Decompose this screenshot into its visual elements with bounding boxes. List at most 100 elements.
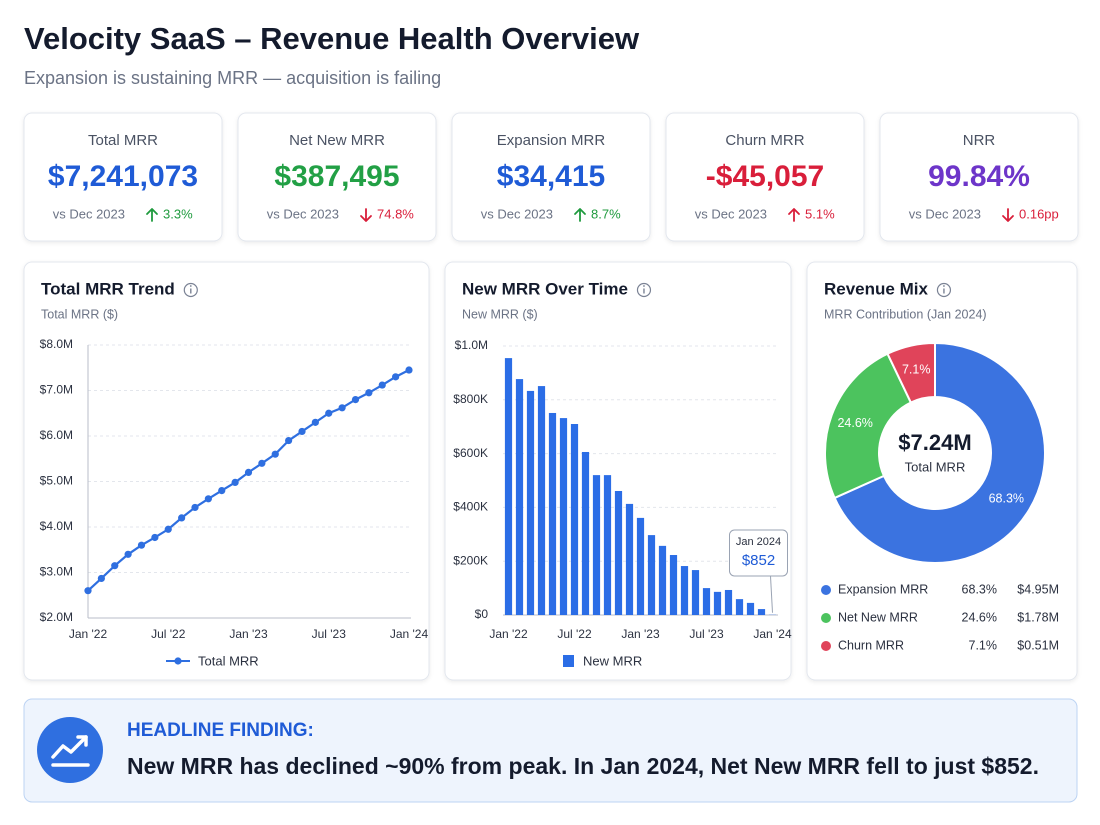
bar <box>647 535 656 615</box>
kpi-label: Net New MRR <box>289 132 385 149</box>
info-icon <box>936 282 952 298</box>
point <box>137 541 146 549</box>
annotation-title: Jan 2024 <box>736 536 781 548</box>
point <box>124 550 132 558</box>
kpi-card <box>237 112 437 242</box>
bar <box>592 475 601 615</box>
point <box>285 436 293 445</box>
change-arrow <box>1002 208 1014 222</box>
info-icon <box>636 282 652 298</box>
point <box>164 525 172 533</box>
chart-title: Revenue Mix <box>824 279 928 298</box>
chart-subtitle: New MRR ($) <box>462 307 538 321</box>
kpi-card <box>665 112 865 242</box>
chart-panel <box>444 261 792 681</box>
finding-text: New MRR has declined ~90% from peak. In … <box>127 753 1039 779</box>
kpi-label: NRR <box>963 132 996 149</box>
legend-percent: 7.1% <box>969 638 998 652</box>
point <box>325 409 333 417</box>
kpi-change: 3.3% <box>163 206 193 221</box>
point <box>258 459 266 467</box>
bar <box>691 570 700 615</box>
bar <box>559 418 568 615</box>
legend-label: New MRR <box>583 653 642 668</box>
point <box>111 562 119 570</box>
bar <box>702 588 711 615</box>
point <box>218 487 226 495</box>
kpi-value: $34,415 <box>497 160 605 193</box>
bar <box>614 490 623 615</box>
point <box>378 381 386 389</box>
kpi-value: $7,241,073 <box>48 160 198 193</box>
legend-amount: $0.51M <box>1017 638 1059 652</box>
kpi-change: 5.1% <box>805 206 835 221</box>
info-icon-dot <box>643 285 645 287</box>
finding-box <box>23 698 1078 803</box>
kpi-change: 74.8% <box>377 206 414 221</box>
kpi-compare: vs Dec 2023 <box>695 206 767 221</box>
y-tick-label: $200K <box>453 553 488 567</box>
bar <box>537 386 546 615</box>
legend-marker <box>821 641 831 651</box>
legend-percent: 24.6% <box>962 610 997 624</box>
bar <box>757 609 766 615</box>
bar <box>581 451 590 615</box>
legend-label: Churn MRR <box>838 638 904 652</box>
kpi-compare: vs Dec 2023 <box>53 206 125 221</box>
y-tick-label: $400K <box>453 500 488 514</box>
point <box>204 495 212 503</box>
kpi-change: 0.16pp <box>1019 206 1059 221</box>
finding-title: HEADLINE FINDING: <box>127 720 314 741</box>
kpi-value: $387,495 <box>274 160 399 193</box>
change-arrow <box>360 208 372 222</box>
bar <box>548 412 557 615</box>
bar <box>625 503 634 615</box>
chart-subtitle: MRR Contribution (Jan 2024) <box>824 307 987 321</box>
finding-icon-trend <box>51 735 88 759</box>
bar <box>669 555 678 615</box>
y-tick-label: $5.0M <box>40 474 73 488</box>
value-label: $852 <box>742 552 775 569</box>
point <box>178 514 186 522</box>
chart-panel <box>23 261 430 681</box>
page-subtitle: Expansion is sustaining MRR — acquisitio… <box>24 68 441 88</box>
chart-title: New MRR Over Time <box>462 279 628 298</box>
point <box>365 389 373 397</box>
slice-label: 68.3% <box>989 492 1024 506</box>
x-tick-label: Jan '24 <box>753 627 792 641</box>
bar <box>526 390 535 615</box>
legend-marker <box>821 585 831 595</box>
point <box>351 396 360 404</box>
bar <box>504 358 513 615</box>
bar <box>746 602 755 615</box>
x-tick-label: Jul '22 <box>557 627 592 641</box>
bar <box>515 379 524 615</box>
info-icon <box>183 282 198 298</box>
point <box>231 478 239 487</box>
point <box>338 404 346 412</box>
bar <box>713 591 722 615</box>
point <box>97 574 105 583</box>
legend-percent: 68.3% <box>962 582 997 596</box>
point <box>244 468 253 476</box>
kpi-card <box>451 112 651 242</box>
change-arrow <box>146 208 158 222</box>
donut-slice <box>833 341 1046 564</box>
y-tick-label: $0 <box>475 607 489 621</box>
slice-label: 24.6% <box>837 416 872 430</box>
x-tick-label: Jul '22 <box>151 627 186 641</box>
point <box>298 427 306 436</box>
x-tick-label: Jul '23 <box>312 627 347 641</box>
bar <box>570 424 579 615</box>
kpi-value: 99.84% <box>928 160 1030 193</box>
info-icon-dot <box>943 285 945 287</box>
legend-label: Total MRR <box>198 653 259 668</box>
bar <box>735 599 744 615</box>
y-tick-label: $8.0M <box>40 337 73 351</box>
donut-slice <box>886 341 936 404</box>
kpi-compare: vs Dec 2023 <box>267 206 339 221</box>
bar <box>680 566 689 615</box>
y-tick-label: $6.0M <box>40 428 73 442</box>
